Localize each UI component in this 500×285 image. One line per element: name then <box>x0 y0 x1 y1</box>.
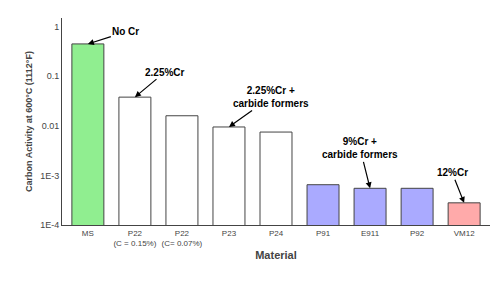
svg-text:1E-3: 1E-3 <box>40 171 59 181</box>
svg-text:1E-4: 1E-4 <box>40 220 59 230</box>
svg-text:P22(C= 0.07%): P22(C= 0.07%) <box>162 229 203 248</box>
svg-text:Material: Material <box>255 249 297 261</box>
svg-text:2.25%Cr +carbide formers: 2.25%Cr +carbide formers <box>233 85 309 109</box>
svg-text:9%Cr +carbide formers: 9%Cr +carbide formers <box>322 136 398 160</box>
svg-text:P24: P24 <box>269 229 284 238</box>
svg-text:E911: E911 <box>361 229 380 238</box>
svg-text:No Cr: No Cr <box>112 26 139 37</box>
svg-text:Carbon Activity at 600°C (1112: Carbon Activity at 600°C (1112°F) <box>24 51 34 192</box>
svg-text:1: 1 <box>54 22 59 32</box>
svg-text:P92: P92 <box>410 229 425 238</box>
svg-text:P91: P91 <box>316 229 331 238</box>
svg-text:VM12: VM12 <box>454 229 475 238</box>
svg-text:P23: P23 <box>222 229 237 238</box>
svg-text:P22(C = 0.15%): P22(C = 0.15%) <box>113 229 156 248</box>
svg-text:0.1: 0.1 <box>47 71 60 81</box>
svg-text:MS: MS <box>82 229 94 238</box>
svg-text:0.01: 0.01 <box>42 121 60 131</box>
svg-text:12%Cr: 12%Cr <box>437 167 468 178</box>
svg-text:2.25%Cr: 2.25%Cr <box>145 67 185 78</box>
